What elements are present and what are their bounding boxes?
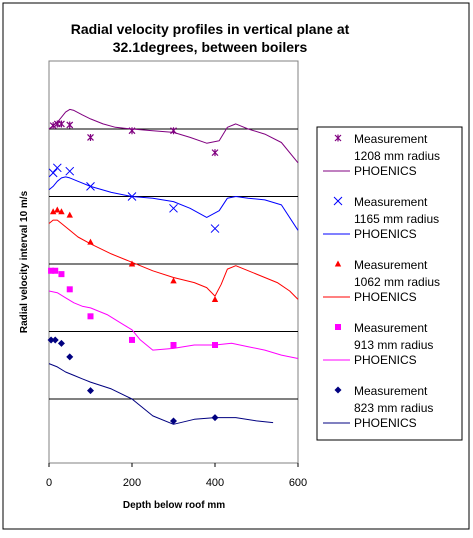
measurement-point-2-3 <box>66 211 73 218</box>
legend-measurement-label-0: Measurement <box>354 132 428 146</box>
legend-marker-1 <box>333 196 343 206</box>
x-axis-label: Depth below roof mm <box>123 500 225 511</box>
measurement-point-1-4 <box>127 192 137 201</box>
legend-marker-4 <box>334 386 342 394</box>
legend-radius-label-0: 1208 mm radius <box>354 149 440 163</box>
measurement-point-4-4 <box>87 387 94 395</box>
legend-model-label-1: PHOENICS <box>354 227 417 241</box>
model-line-4 <box>48 363 274 425</box>
legend-measurement-label-4: Measurement <box>354 384 428 398</box>
measurement-point-1-6 <box>210 224 220 233</box>
legend-box <box>316 126 463 441</box>
model-line-3 <box>48 290 299 359</box>
measurement-point-0-2 <box>58 120 65 128</box>
legend-radius-label-4: 823 mm radius <box>354 401 433 415</box>
legend-model-label-2: PHOENICS <box>354 290 417 304</box>
measurement-point-3-5 <box>129 336 135 343</box>
legend-marker-2 <box>334 260 342 267</box>
measurement-point-3-7 <box>212 342 218 348</box>
measurement-point-3-0 <box>48 267 55 274</box>
measurement-point-3-4 <box>87 313 94 320</box>
measurement-point-2-5 <box>128 260 136 267</box>
legend-radius-label-2: 1062 mm radius <box>354 275 440 289</box>
legend-radius-label-3: 913 mm radius <box>354 338 433 352</box>
legend-radius-label-1: 1165 mm radius <box>354 212 439 226</box>
measurement-point-0-7 <box>211 149 219 157</box>
legend-model-label-0: PHOENICS <box>354 164 417 178</box>
measurement-point-1-2 <box>65 166 75 176</box>
x-tick-label-1: 200 <box>123 477 141 489</box>
measurement-marker-group <box>47 120 220 425</box>
measurement-point-2-7 <box>211 295 219 302</box>
measurement-point-0-4 <box>87 133 94 141</box>
chart-title-line-1: Radial velocity profiles in vertical pla… <box>71 21 350 37</box>
x-tick-label-2: 400 <box>206 477 224 489</box>
legend-model-label-4: PHOENICS <box>354 416 417 430</box>
baseline-group <box>49 128 298 400</box>
measurement-point-3-6 <box>170 342 177 348</box>
chart-title-line-2: 32.1degrees, between boilers <box>113 39 308 55</box>
legend-measurement-label-3: Measurement <box>354 321 428 335</box>
measurement-point-1-5 <box>169 203 178 213</box>
legend-model-label-3: PHOENICS <box>354 353 417 367</box>
model-line-1 <box>48 176 299 231</box>
measurement-point-2-6 <box>170 277 177 284</box>
measurement-point-4-0 <box>47 336 55 344</box>
measurement-point-0-6 <box>170 127 177 135</box>
measurement-point-4-5 <box>170 417 177 425</box>
measurement-point-1-3 <box>86 182 95 191</box>
legend-marker-3 <box>335 324 341 330</box>
legend-measurement-label-1: Measurement <box>354 195 428 209</box>
measurement-point-0-0 <box>49 122 57 130</box>
measurement-point-1-1 <box>52 163 62 173</box>
x-axis-ticks: 0 200 400 600 <box>46 463 307 489</box>
measurement-point-4-6 <box>211 414 219 422</box>
measurement-point-4-3 <box>66 353 74 361</box>
legend-marker-0 <box>334 134 342 142</box>
measurement-point-3-1 <box>52 267 59 274</box>
measurement-point-1-0 <box>48 168 58 178</box>
measurement-point-3-3 <box>66 286 73 293</box>
measurement-point-0-5 <box>128 127 136 135</box>
x-tick-label-0: 0 <box>46 477 52 489</box>
measurement-point-4-2 <box>57 339 65 347</box>
measurement-point-2-0 <box>49 208 57 215</box>
measurement-point-3-2 <box>58 271 65 278</box>
y-axis-label: Radial velocity interval 10 m/s <box>19 190 30 333</box>
x-tick-label-3: 600 <box>289 477 307 489</box>
measurement-point-2-1 <box>54 206 61 213</box>
legend-measurement-label-2: Measurement <box>354 258 428 272</box>
measurement-point-2-4 <box>87 238 94 245</box>
measurement-point-4-1 <box>51 336 59 344</box>
measurement-point-0-3 <box>66 121 74 129</box>
measurement-point-2-2 <box>58 208 65 215</box>
plot-area <box>48 60 299 464</box>
